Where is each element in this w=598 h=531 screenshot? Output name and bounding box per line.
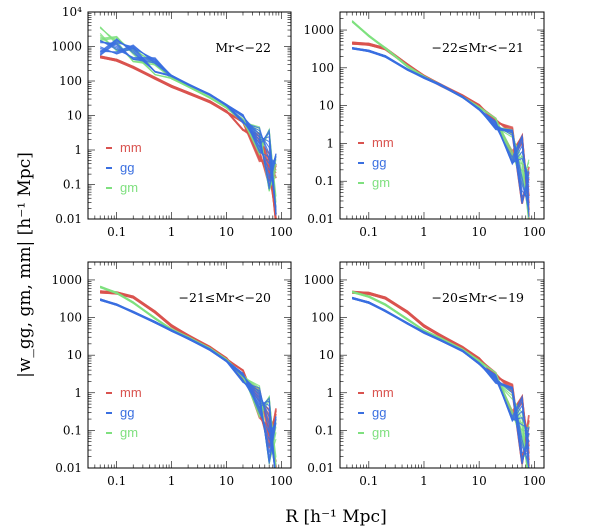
- series-gm-line: [352, 292, 529, 468]
- x-tick-label: 100: [270, 225, 293, 239]
- panel-4: 0.1 1 10 100 0.01 0.1 1 10 100 1000 −20≤Mr<−19 mm gg…: [303, 261, 546, 488]
- y-tick-label: 1: [74, 386, 82, 400]
- y-tick-label: 10: [319, 348, 334, 362]
- y-tick-label: 0.1: [63, 423, 82, 437]
- y-tick-label: 10⁴: [62, 5, 82, 19]
- x-tick-label: 100: [523, 474, 546, 488]
- panel-1: 0.1 1 10 100 0.01 0.1 1 10 100 1000 10⁴ Mr<−22 mm gg g…: [51, 5, 292, 239]
- curves: [99, 285, 277, 468]
- minor-ticks: [87, 12, 291, 220]
- series-gg-line: [99, 40, 277, 165]
- x-tick-label: 1: [420, 225, 428, 239]
- y-tick-label: 0.1: [315, 174, 334, 188]
- x-tick-label: 100: [270, 474, 293, 488]
- series-gg-line: [352, 297, 530, 468]
- y-tick-label: 0.01: [307, 461, 334, 475]
- x-tick-label: 0.1: [107, 474, 126, 488]
- curves: [351, 20, 530, 219]
- x-tick-label: 100: [523, 225, 546, 239]
- y-tick-label: 1: [74, 143, 82, 157]
- panel-frame: [339, 11, 545, 220]
- y-axis-label: |w_gg, gm, mm| [h⁻¹ Mpc]: [15, 152, 35, 378]
- legend-label-mm: mm: [372, 385, 394, 400]
- y-tick-label: 100: [59, 74, 82, 88]
- panel-magnitude-label: −20≤Mr<−19: [432, 290, 525, 305]
- x-tick-label: 10: [471, 474, 486, 488]
- y-tick-label: 10: [319, 99, 334, 113]
- series-mm-line: [352, 42, 530, 197]
- y-tick-label: 100: [311, 311, 334, 325]
- legend-label-mm: mm: [120, 385, 142, 400]
- legend-label-mm: mm: [120, 140, 142, 155]
- legend: mm gg gm: [106, 140, 142, 195]
- series-gg-line: [352, 297, 530, 465]
- legend-label-gg: gg: [372, 155, 386, 170]
- x-tick-label: 1: [420, 474, 428, 488]
- series-gm-line: [100, 285, 277, 468]
- panel-magnitude-label: Mr<−22: [215, 40, 271, 55]
- series-gg-line: [352, 48, 530, 218]
- series-gg-line: [352, 297, 530, 443]
- y-tick-label: 0.01: [55, 461, 82, 475]
- legend: mm gg gm: [106, 385, 142, 440]
- series-gm-line: [352, 291, 530, 447]
- panel-frame: [339, 261, 545, 469]
- panel-magnitude-label: −21≤Mr<−20: [179, 290, 272, 305]
- y-tick-label: 0.1: [315, 423, 334, 437]
- panels: 0.1 1 10 100 0.01 0.1 1 10 100 1000 10⁴ Mr<−22 mm gg g…: [51, 5, 546, 488]
- series-mm-line: [99, 55, 277, 179]
- y-tick-label: 1000: [51, 273, 82, 287]
- x-tick-label: 1: [168, 225, 176, 239]
- legend-label-gm: gm: [120, 425, 138, 440]
- x-tick-label: 10: [219, 474, 234, 488]
- x-tick-label: 0.1: [107, 225, 126, 239]
- legend: mm gg gm: [358, 135, 394, 190]
- y-tick-label: 1: [326, 136, 334, 150]
- y-tick-label: 1000: [303, 23, 334, 37]
- legend: mm gg gm: [358, 385, 394, 440]
- legend-label-gg: gg: [120, 405, 134, 420]
- series-gg-line: [352, 296, 530, 468]
- series-gg-line: [352, 47, 530, 204]
- panel-frame: [87, 11, 292, 220]
- legend-label-gg: gg: [120, 160, 134, 175]
- y-tick-label: 0.01: [307, 212, 334, 226]
- x-tick-label: 10: [471, 225, 486, 239]
- y-tick-label: 1000: [303, 273, 334, 287]
- panel-3: 0.1 1 10 100 0.01 0.1 1 10 100 1000 −21≤Mr<−20 mm gg…: [51, 261, 293, 488]
- y-tick-label: 10: [67, 109, 82, 123]
- x-tick-label: 1: [168, 474, 176, 488]
- y-tick-label: 10: [67, 348, 82, 362]
- x-axis-label: R [h⁻¹ Mpc]: [285, 507, 386, 527]
- y-tick-label: 1000: [51, 40, 82, 54]
- series-mm-line: [100, 56, 277, 175]
- y-tick-label: 0.01: [55, 212, 82, 226]
- minor-ticks: [339, 11, 544, 220]
- panel-2: 0.1 1 10 100 0.01 0.1 1 10 100 1000 −22≤Mr<−21 mm gg…: [303, 11, 546, 239]
- series-mm-line: [100, 290, 277, 468]
- series-gg-line: [100, 299, 276, 468]
- curves: [99, 26, 277, 219]
- x-tick-label: 10: [219, 225, 234, 239]
- series-gg-line: [100, 40, 277, 179]
- series-mm-line: [99, 56, 277, 174]
- x-tick-label: 0.1: [359, 225, 378, 239]
- legend-label-gm: gm: [120, 180, 138, 195]
- panel-magnitude-label: −22≤Mr<−21: [432, 40, 524, 55]
- legend-label-gm: gm: [372, 175, 390, 190]
- legend-label-gg: gg: [372, 405, 386, 420]
- series-mm-line: [352, 292, 530, 447]
- y-tick-label: 100: [59, 311, 82, 325]
- x-tick-label: 0.1: [359, 474, 378, 488]
- y-tick-label: 0.1: [63, 178, 82, 192]
- y-tick-label: 1: [326, 386, 334, 400]
- curves: [352, 290, 530, 468]
- y-tick-label: 100: [311, 61, 334, 75]
- panel-frame: [87, 261, 292, 469]
- legend-label-gm: gm: [372, 425, 390, 440]
- legend-label-mm: mm: [372, 135, 394, 150]
